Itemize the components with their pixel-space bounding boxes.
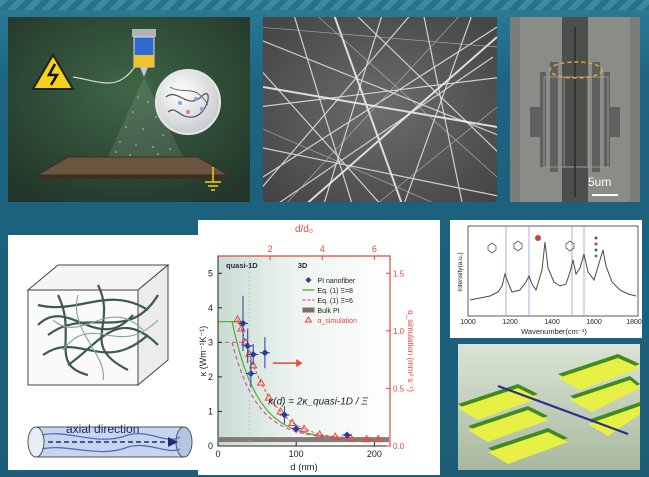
x-tick-label: 0: [215, 449, 220, 459]
device-panel: 5um: [510, 17, 640, 202]
region-label-quasi-1d: quasi-1D: [226, 261, 258, 270]
x-tick-label: 200: [367, 449, 382, 459]
raman-x-tick: 1200: [502, 319, 518, 326]
formula-text: κ(d) = 2κ_quasi-1D / Ξ: [268, 397, 368, 408]
y2-tick-label: 1.0: [393, 327, 405, 336]
y-axis-label: κ (Wm⁻¹K⁻¹): [198, 326, 208, 376]
y2-tick-label: 1.5: [393, 269, 405, 278]
plot-area: [218, 256, 390, 446]
y-tick-label: 5: [208, 268, 213, 278]
sem-nanofiber-image: [263, 17, 497, 202]
collector-plate: [38, 157, 228, 179]
top-tick-label: 4: [320, 244, 325, 254]
raman-x-tick: 1000: [460, 319, 476, 326]
legend-label: Bulk PI: [317, 308, 339, 315]
y2-tick-label: 0.5: [393, 384, 405, 393]
thermal-conductivity-chart-panel: 0 100 200 0 1 2 3 4 5 0.0 0.5 1.0 1.5 2 4 6 d (nm) d/d₀ κ …: [198, 220, 440, 475]
top-tick-label: 6: [372, 244, 377, 254]
y2-axis-label: α_simulation (mm² s⁻¹): [406, 310, 415, 392]
top-axis-label: d/d₀: [295, 224, 313, 235]
render3d-panel: [458, 344, 640, 470]
raman-x-tick: 1600: [586, 319, 602, 326]
electrospinning-illustration: [8, 17, 250, 202]
y-tick-label: 3: [208, 337, 213, 347]
y-tick-label: 2: [208, 372, 213, 382]
raman-spectrum: 1000 1200 1400 1600 1800 Wavenumber(cm⁻¹…: [450, 220, 642, 338]
raman-panel: 1000 1200 1400 1600 1800 Wavenumber(cm⁻¹…: [450, 220, 642, 338]
x-tick-label: 100: [289, 449, 304, 459]
legend-label: Eq. (1) Ξ=6: [317, 298, 353, 305]
sem-panel: [263, 17, 497, 202]
region-label-3d: 3D: [298, 261, 308, 270]
y2-tick-label: 0.0: [393, 442, 405, 451]
scale-bar-label: 5um: [588, 175, 611, 189]
thermal-conductivity-chart: 0 100 200 0 1 2 3 4 5 0.0 0.5 1.0 1.5 2 4 6 d (nm) d/d₀ κ …: [198, 220, 440, 475]
cube-outline: [28, 265, 168, 385]
y-tick-label: 4: [208, 303, 213, 313]
polymer-chain-magnifier: [156, 70, 220, 134]
device-3d-render: [458, 344, 640, 470]
legend-label: PI nanofiber: [317, 278, 355, 285]
raman-x-tick: 1800: [626, 319, 642, 326]
raman-x-label: Wavenumber(cm⁻¹): [521, 327, 587, 336]
top-tick-label: 2: [268, 244, 273, 254]
electrospinning-panel: [8, 17, 250, 202]
legend-label: α_simulation: [317, 318, 357, 325]
schematic-panel: axial direction: [8, 235, 198, 470]
axial-direction-label: axial direction: [66, 422, 139, 436]
raman-y-label: Intensity(a.u.): [457, 252, 464, 291]
x-axis-label: d (nm): [290, 462, 317, 473]
legend-label: Eq. (1) Ξ=8: [317, 288, 353, 295]
suspended-device-image: [510, 17, 640, 202]
y-tick-label: 0: [208, 441, 213, 451]
raman-x-tick: 1400: [544, 319, 560, 326]
y-tick-label: 1: [208, 406, 213, 416]
legend-marker-bulk: [302, 308, 314, 313]
